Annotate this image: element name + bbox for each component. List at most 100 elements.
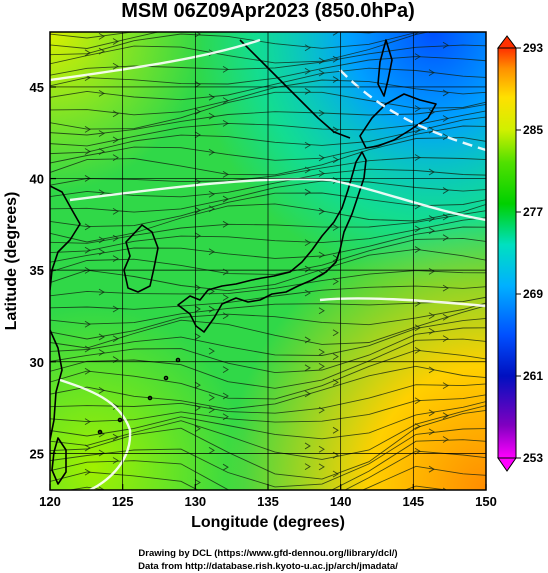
streamline-arrow (332, 55, 339, 63)
streamline-arrow (442, 313, 449, 321)
streamline (50, 79, 486, 116)
streamline-arrow (208, 406, 215, 414)
streamline-arrow (222, 119, 229, 127)
streamline-arrow (194, 232, 201, 240)
streamline (50, 137, 486, 176)
streamline-arrow (194, 284, 201, 292)
streamline-arrow (208, 205, 215, 213)
chart-title: MSM 06Z09Apr2023 (850.0hPa) (121, 0, 414, 22)
streamline-arrow (429, 12, 434, 18)
streamline-arrow (222, 65, 229, 73)
streamline (50, 157, 486, 186)
streamline-arrow (318, 251, 325, 259)
streamline-arrow (223, 493, 228, 499)
coastline (50, 39, 437, 485)
streamline-arrow (304, 463, 311, 471)
streamline-arrow (318, 154, 325, 162)
streamline-arrow (222, 463, 229, 471)
streamline (50, 192, 486, 228)
streamline-arrow (208, 93, 215, 101)
streamline (50, 338, 486, 389)
streamline-arrow (304, 364, 311, 372)
streamline-arrow (428, 366, 435, 374)
streamline (50, 401, 486, 440)
streamline (50, 383, 486, 414)
streamline-arrow (112, 335, 119, 343)
streamline-arrow (428, 168, 435, 176)
streamline-arrow (428, 69, 435, 77)
streamline-arrow (194, 305, 201, 313)
streamline (50, 44, 486, 76)
streamline-arrow (98, 189, 105, 197)
streamline (50, 450, 486, 490)
streamline-arrow (318, 57, 325, 65)
streamline-arrow (442, 234, 449, 242)
y-axis-label: Latitude (degrees) (3, 192, 20, 331)
streamline-arrow (414, 324, 421, 332)
streamline-arrow (304, 67, 311, 75)
x-tick-label: 120 (39, 494, 61, 509)
streamline-arrow (208, 305, 215, 313)
streamline-arrow (222, 294, 229, 301)
streamline-arrow (428, 465, 435, 473)
streamline-arrow (414, 347, 421, 354)
streamline (50, 317, 486, 356)
y-tick-label: 35 (30, 263, 44, 278)
streamline-arrow (318, 406, 325, 414)
streamline (50, 270, 486, 297)
streamline (50, 305, 486, 349)
colorbar-ticks: 293 285 277 269 261 253 (516, 41, 543, 465)
streamline-arrow (222, 366, 229, 374)
footer-source-line: Data from http://database.rish.kyoto-u.a… (138, 561, 398, 572)
streamline-arrow (84, 444, 91, 452)
streamline-arrow (414, 32, 420, 35)
streamline-arrow (414, 397, 421, 405)
streamline-arrow (442, 213, 449, 221)
streamline-arrow (304, 44, 311, 52)
streamline-arrow (112, 62, 119, 70)
streamline-arrow (194, 206, 201, 214)
streamline-arrow (442, 187, 449, 194)
streamline-arrow (304, 265, 311, 273)
streamline-arrow (112, 154, 119, 162)
streamline-arrow (208, 447, 215, 454)
streamline-arrow (112, 207, 119, 215)
streamline-arrow (428, 327, 435, 335)
streamline-arrow (98, 89, 105, 97)
streamline (50, 180, 486, 213)
streamline-arrow (332, 278, 339, 285)
streamline-arrow (304, 87, 311, 95)
streamline-arrow (304, 289, 311, 297)
streamline-arrow (304, 442, 311, 450)
streamline-arrow (112, 38, 119, 45)
streamline-arrow (442, 41, 449, 49)
streamline-arrow (113, 509, 118, 515)
colorbar: 293 285 277 269 261 253 (497, 35, 543, 472)
x-tick-label: 135 (257, 494, 279, 509)
streamline-arrow (112, 234, 119, 242)
streamline-arrow (194, 333, 201, 340)
streamline-arrow (194, 81, 201, 88)
streamlines (50, 12, 486, 522)
streamline-arrow (222, 170, 229, 178)
streamline (50, 237, 486, 275)
streamline-arrow (112, 255, 119, 262)
streamline-arrow (222, 220, 229, 228)
streamline (403, 485, 486, 490)
streamline-arrow (428, 312, 435, 320)
streamline-arrow (414, 225, 421, 233)
x-tick-label: 150 (475, 494, 497, 509)
streamline-arrow (304, 141, 311, 149)
streamline-arrow (318, 362, 325, 370)
colorbar-tick-label: 277 (523, 205, 543, 219)
streamline-arrow (318, 445, 325, 453)
streamline-arrow (208, 148, 215, 156)
streamline-arrow (332, 470, 339, 478)
streamline (50, 32, 136, 39)
streamline-arrow (112, 136, 119, 144)
streamline-arrow (112, 457, 119, 464)
streamline-arrow (85, 516, 90, 522)
streamline-arrow (98, 333, 105, 341)
streamline (50, 32, 431, 65)
streamline-arrow (208, 347, 215, 355)
